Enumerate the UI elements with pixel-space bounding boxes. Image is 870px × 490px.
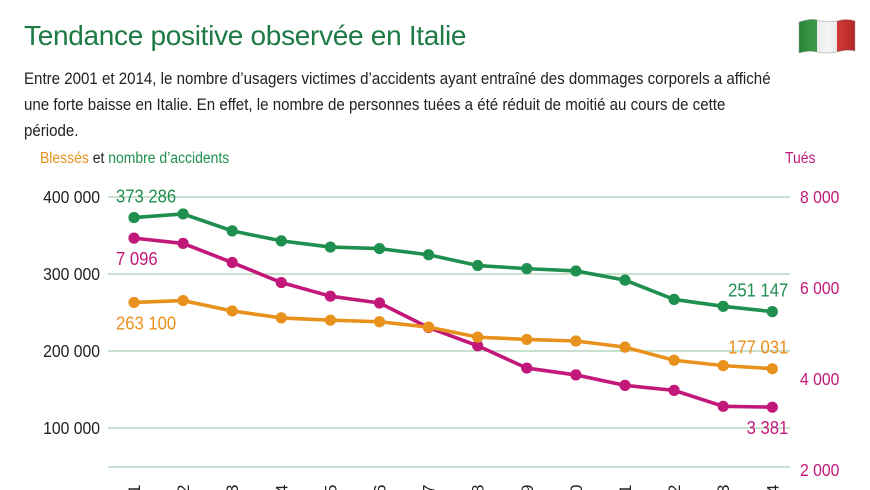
data-label: 373 286 [116,186,176,207]
x-tick-label: 3 [714,485,733,490]
series-line-nombre d’accidents [133,212,773,314]
left-tick-label: 400 000 [43,187,100,207]
x-tick-label: 2 [174,485,193,490]
left-axis-legend: Blessés et nombre d’accidents [40,150,229,168]
data-point [177,294,189,307]
x-tick-label: 1 [616,485,635,490]
data-label: 3 381 [747,417,789,438]
data-point [570,335,582,347]
x-tick-label: 4 [763,485,782,490]
data-point [226,305,238,317]
data-point [423,321,435,333]
data-point [472,259,484,272]
data-point [275,312,287,324]
left-tick-label: 200 000 [43,341,100,361]
data-point [177,237,189,250]
data-point [521,333,533,346]
right-tick-label: 8 000 [800,187,839,207]
data-point [766,306,778,318]
data-point [373,242,386,255]
data-point [717,360,729,372]
data-label: 7 096 [116,248,158,269]
legend-et: et [92,150,105,167]
left-tick-label: 100 000 [43,418,100,438]
data-label: 263 100 [116,313,176,334]
data-point [717,400,729,412]
legend-tues: Tués [785,150,816,167]
data-point [128,232,140,244]
data-point [423,249,435,261]
x-tick-label: 7 [420,485,439,490]
series-line-Blessés [133,298,773,371]
right-tick-label: 2 000 [800,460,839,480]
italy-flag-icon [798,19,856,54]
right-tick-label: 4 000 [800,369,839,389]
data-point [521,362,533,374]
data-point [128,211,140,224]
data-point [570,369,582,381]
data-point [472,331,484,343]
data-point [226,225,238,237]
data-point [324,241,336,253]
data-point [275,276,287,289]
data-point [570,265,582,277]
data-point [324,314,336,326]
x-tick-label: 4 [272,485,291,490]
data-point [619,341,631,353]
data-point [177,208,189,220]
data-point [521,263,533,275]
data-point [226,256,238,269]
chart-description: Entre 2001 et 2014, le nombre d’usagers … [24,70,771,140]
chart-title: Tendance positive observée en Italie [24,20,467,51]
data-point [619,379,631,391]
data-label: 251 147 [728,280,788,301]
data-point [128,296,140,309]
x-tick-label: 2 [665,485,684,490]
right-tick-label: 6 000 [800,278,839,298]
x-tick-label: 0 [567,485,586,490]
data-point [668,384,680,396]
data-point [717,300,729,312]
data-point [668,293,680,306]
x-tick-label: 9 [518,485,537,490]
x-tick-label: 6 [371,485,390,490]
legend-accidents: nombre d’accidents [108,150,230,167]
data-label: 177 031 [728,337,788,358]
x-tick-label: 1 [125,485,144,490]
data-point [668,354,680,366]
data-point [472,340,484,352]
data-point [766,363,778,375]
data-point [275,235,287,247]
series-line-Tués [133,236,773,409]
data-point [373,297,386,309]
data-point [324,290,336,302]
x-tick-label: 5 [321,485,340,490]
x-tick-label: 3 [223,485,242,490]
data-point [373,316,386,328]
legend-blesses: Blessés [40,150,89,167]
left-tick-label: 300 000 [43,264,100,284]
data-point [619,274,631,286]
x-tick-label: 8 [469,485,488,490]
data-point [766,401,778,413]
